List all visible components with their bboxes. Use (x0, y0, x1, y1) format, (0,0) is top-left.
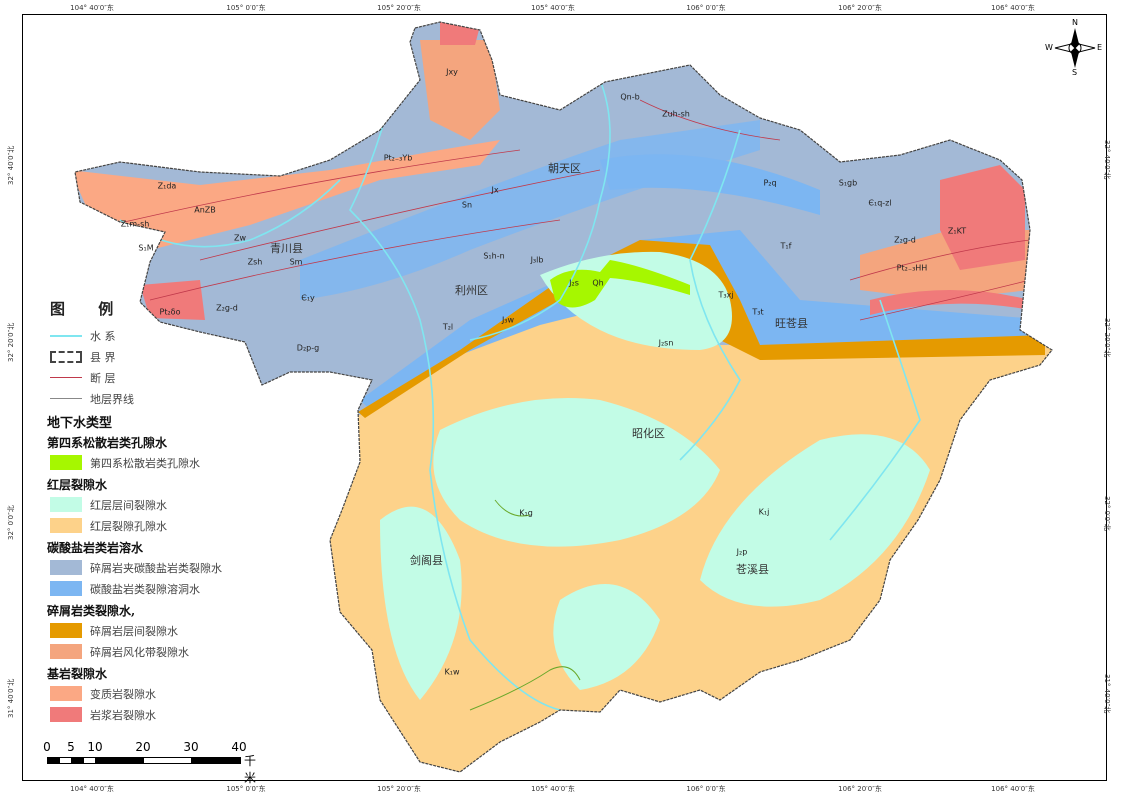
legend-item: 碎屑岩夹碳酸盐岩类裂隙水 (50, 557, 222, 578)
compass-e: E (1097, 43, 1103, 52)
legend-group: 碎屑岩类裂隙水, (47, 604, 136, 618)
stratum-label: T₃xj (718, 290, 734, 300)
lon-label: 105° 40′0″东 (531, 785, 575, 793)
legend-group: 碳酸盐岩类岩溶水 (47, 541, 144, 555)
stratum-label: J₃w (501, 315, 515, 325)
legend-item: 变质岩裂隙水 (50, 683, 222, 704)
stratum-label: Pt₂δo (159, 307, 181, 317)
stratum-label: S₁h-n (483, 251, 505, 261)
stratum-label: Jxy (446, 67, 458, 77)
stratum-label: AnZB (194, 205, 216, 215)
stratum-label: Zuh-sh (662, 109, 690, 119)
stratum-label: Z₂g-d (216, 303, 238, 313)
legend-item: 碳酸盐岩类裂隙溶洞水 (50, 578, 222, 599)
stratum-label: J₂s (569, 278, 579, 288)
legend-group: 第四系松散岩类孔隙水 (47, 436, 168, 450)
legend-item: 红层裂隙孔隙水 (50, 515, 222, 536)
stratum-label: Jx (491, 185, 499, 195)
lon-label: 104° 40′0″东 (70, 785, 114, 793)
stratum-label: Zw (233, 233, 247, 243)
place-label: 青川县 (270, 242, 303, 255)
compass-w: W (1045, 43, 1053, 52)
place-label: 苍溪县 (736, 563, 769, 576)
stratum-label: Є₁q-zl (868, 198, 892, 208)
compass-icon (1054, 28, 1096, 68)
zone-red-bed-interlayer (433, 398, 720, 547)
legend-group: 红层裂隙水 (47, 478, 108, 492)
north-arrow: N S E W (1045, 18, 1105, 78)
rivers (119, 59, 921, 711)
stratum-label: J₃lb (530, 255, 544, 265)
faults (89, 99, 1031, 321)
lon-label: 106° 40′0″东 (991, 785, 1035, 793)
legend-item-county: 县 界 (50, 346, 222, 367)
zone-metamorphic (75, 140, 500, 250)
legend-item: 碎屑岩风化带裂隙水 (50, 641, 222, 662)
stratum-label: S₁M (138, 243, 154, 253)
stratum-label: Z₂g-d (894, 235, 916, 245)
stratum-label: S₁gb (838, 178, 858, 188)
lon-label: 106° 20′0″东 (838, 785, 882, 793)
stratum-label: Sn (461, 200, 473, 210)
stratum-label: D₂p-g (296, 343, 320, 353)
legend: 图 例 水 系 县 界 断 层 地层界线 地下水类型 第四系松散岩类孔隙水 第四… (47, 298, 222, 725)
stratum-label: Pt₂₋₃HH (896, 263, 928, 273)
stratum-label: J₂p (736, 547, 748, 557)
place-label: 朝天区 (548, 162, 581, 175)
lon-label: 105° 20′0″东 (377, 4, 421, 12)
map-frame (22, 14, 1107, 781)
stratum-label: Z₁da (157, 181, 177, 191)
stratum-label: T₂l (442, 322, 454, 332)
legend-type-title: 地下水类型 (47, 416, 113, 431)
legend-item-river: 水 系 (50, 325, 222, 346)
lon-label: 105° 40′0″东 (531, 4, 575, 12)
legend-item: 第四系松散岩类孔隙水 (50, 452, 222, 473)
place-label: 昭化区 (632, 427, 665, 440)
lon-label: 105° 0′0″东 (226, 4, 266, 12)
legend-item-stratum-line: 地层界线 (50, 388, 222, 409)
stratum-label: Є₁y (301, 293, 315, 303)
lon-label: 104° 40′0″东 (70, 4, 114, 12)
lon-label: 106° 40′0″东 (991, 4, 1035, 12)
legend-item-fault: 断 层 (50, 367, 222, 388)
stratum-label: K₁j (758, 507, 770, 517)
stratum-label: J₂sn (658, 338, 674, 348)
lon-label: 105° 0′0″东 (226, 785, 266, 793)
compass-n: N (1072, 18, 1078, 27)
stratum-label: Zsh (247, 257, 263, 267)
stratum-label: K₁g (519, 508, 533, 518)
lon-label: 106° 20′0″东 (838, 4, 882, 12)
place-label: 剑阁县 (410, 554, 443, 567)
lon-label: 106° 0′0″东 (686, 4, 726, 12)
zone-magmatic (140, 280, 205, 320)
stratum-label: P₂q (763, 178, 777, 188)
stratum-label: Qn-b (620, 92, 640, 102)
stratum-label: T₁f (780, 241, 792, 251)
stratum-label: Sm (289, 257, 303, 267)
legend-item: 碎屑岩层间裂隙水 (50, 620, 222, 641)
legend-item: 岩浆岩裂隙水 (50, 704, 222, 725)
stratum-label: Qh (592, 278, 604, 288)
zone-quaternary (550, 260, 690, 308)
place-label: 利州区 (455, 284, 488, 297)
legend-title: 图 例 (50, 300, 128, 318)
stratum-label: T₃t (752, 307, 764, 317)
scale-unit: 千米 (244, 754, 257, 785)
stratum-label: Z₁m-sh (120, 219, 150, 229)
stratum-label: Z₁KT (947, 226, 967, 236)
place-label: 旺苍县 (775, 317, 808, 330)
legend-item: 红层层间裂隙水 (50, 494, 222, 515)
legend-group: 基岩裂隙水 (47, 667, 108, 681)
lon-label: 106° 0′0″东 (686, 785, 726, 793)
stratum-label: Pt₂₋₃Yb (383, 153, 413, 163)
stratum-label: K₁w (444, 667, 460, 677)
tributaries-green (469, 499, 581, 711)
compass-s: S (1072, 68, 1078, 77)
lon-label: 105° 20′0″东 (377, 785, 421, 793)
